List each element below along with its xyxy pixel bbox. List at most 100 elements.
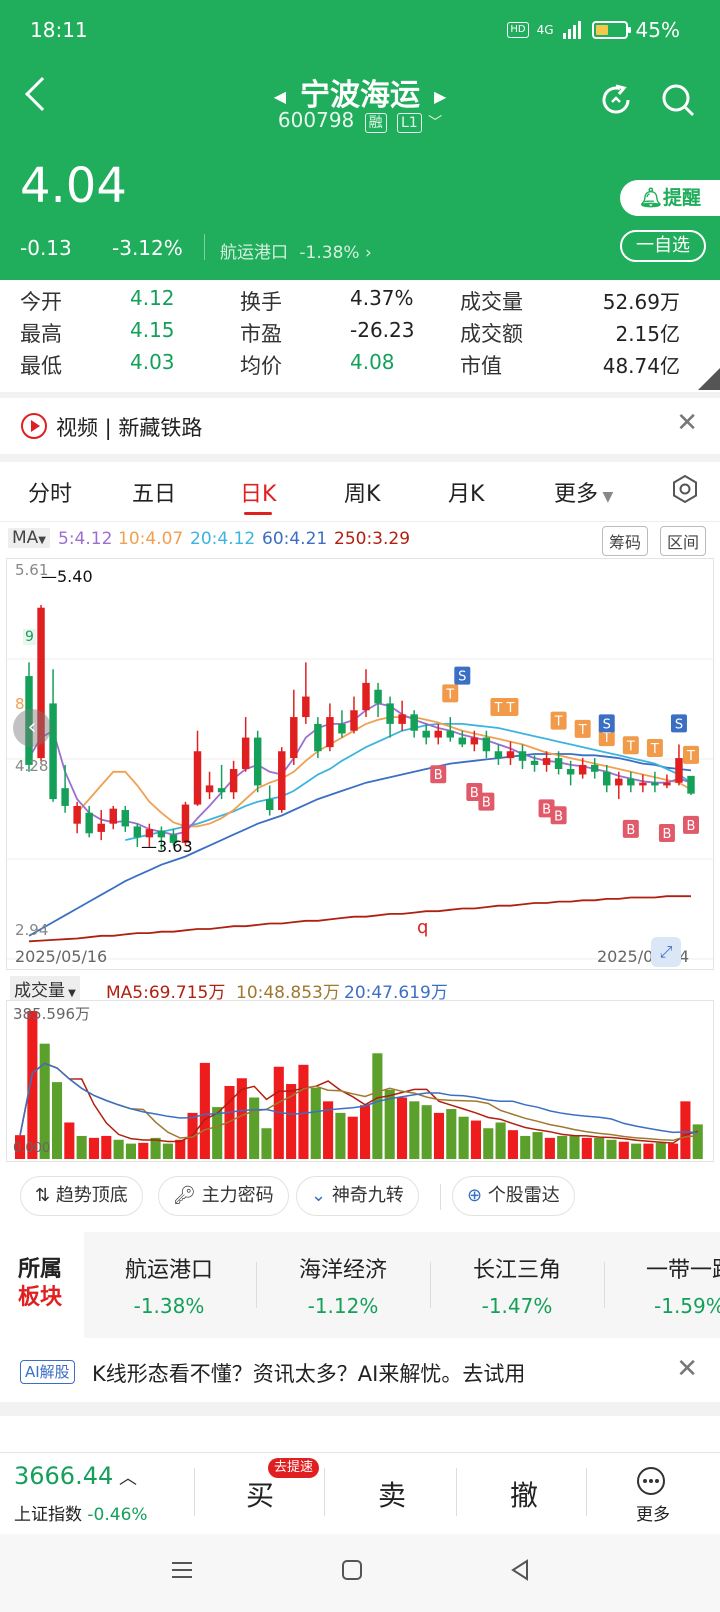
tool-radar-label: 个股雷达 bbox=[487, 1185, 560, 1206]
volume-bar bbox=[569, 1135, 580, 1159]
price-change-percent: -3.12% bbox=[112, 236, 183, 260]
scroll-left-icon[interactable]: ‹ bbox=[13, 709, 51, 747]
volume-bar bbox=[433, 1112, 445, 1159]
trade-bar bbox=[0, 1452, 720, 1532]
caret-down-icon: ▼ bbox=[598, 489, 614, 505]
ma-selector[interactable]: MA▼ bbox=[8, 528, 50, 548]
news-text: 视频 | 新藏铁路 bbox=[56, 416, 203, 440]
tab-weekly-k[interactable]: 周K bbox=[344, 482, 381, 507]
range-button[interactable]: 区间 bbox=[660, 526, 707, 556]
trend-icon: ⇅ bbox=[35, 1185, 56, 1206]
tool-nine[interactable]: ⌄ 神奇九转 bbox=[296, 1176, 419, 1216]
index-name-row: 上证指数 -0.46% bbox=[14, 1500, 148, 1525]
cancel-order-button[interactable]: 撤 bbox=[510, 1479, 539, 1512]
stat-value: 48.74亿 bbox=[602, 354, 680, 378]
volume-bar bbox=[643, 1143, 654, 1159]
sector-title: 所属 板块 bbox=[18, 1256, 62, 1312]
candle-body bbox=[302, 696, 310, 718]
tab-monthly-k[interactable]: 月K bbox=[448, 482, 485, 507]
status-bar-right: HD 4G 45% bbox=[507, 18, 680, 42]
high-marker-value: 5.40 bbox=[57, 567, 93, 586]
settings-icon[interactable] bbox=[670, 474, 700, 508]
ai-banner[interactable]: AI解股 K线形态看不懂？资讯太多？AI来解忧。去试用 ✕ bbox=[0, 1344, 720, 1400]
volume-bar bbox=[113, 1139, 124, 1159]
buy-button[interactable]: 买 bbox=[246, 1479, 275, 1512]
sector-list bbox=[84, 1232, 720, 1338]
tab-more-label: 更多 bbox=[554, 482, 599, 507]
signal-marker-label: T bbox=[578, 723, 587, 738]
candle-body bbox=[145, 829, 154, 838]
vol-ma20: 20:47.619万 bbox=[344, 983, 448, 1003]
tool-trend[interactable]: ⇅ 趋势顶底 bbox=[20, 1176, 143, 1216]
candle-body bbox=[482, 737, 491, 752]
menu-icon[interactable] bbox=[170, 1558, 194, 1582]
stat-label: 今开 bbox=[20, 290, 62, 314]
candle-body bbox=[374, 689, 382, 704]
volume-bar bbox=[323, 1101, 334, 1159]
signal-marker bbox=[454, 666, 471, 685]
candle-body bbox=[494, 751, 503, 759]
volume-selector[interactable]: 成交量 ▼ bbox=[10, 976, 80, 1001]
remind-button[interactable]: 🔔︎提醒 bbox=[620, 180, 720, 216]
divider bbox=[586, 1468, 587, 1516]
candle-body bbox=[627, 778, 635, 786]
stock-code-line[interactable]: 600798 融 L1 ﹀ bbox=[0, 108, 720, 133]
margin-tag: 融 bbox=[364, 113, 387, 133]
refresh-icon[interactable] bbox=[598, 82, 634, 122]
volume-chart[interactable]: 385.596万 0.000 bbox=[6, 1000, 714, 1162]
more-label[interactable]: 更多 bbox=[636, 1505, 670, 1525]
stat-label: 成交量 bbox=[460, 290, 523, 314]
expand-corner-icon[interactable] bbox=[698, 368, 720, 394]
stat-value: 4.12 bbox=[130, 286, 175, 310]
network-label: 4G bbox=[536, 23, 554, 37]
divider bbox=[256, 1262, 257, 1308]
signal-marker bbox=[622, 819, 639, 838]
signal-marker bbox=[598, 728, 615, 747]
more-dots-icon[interactable] bbox=[636, 1466, 666, 1500]
sector-link[interactable]: 航运港口 -1.38% › bbox=[220, 238, 372, 263]
back-icon[interactable] bbox=[508, 1558, 532, 1582]
index-value-row[interactable]: 3666.44 ︿ bbox=[14, 1462, 137, 1490]
sector-item[interactable]: 长江三角 -1.47% bbox=[432, 1252, 602, 1318]
close-icon[interactable]: ✕ bbox=[676, 408, 698, 438]
vol-ma10: 10:48.853万 bbox=[236, 983, 340, 1003]
tool-radar[interactable]: ⊕ 个股雷达 bbox=[452, 1176, 575, 1216]
signal-marker bbox=[658, 824, 675, 843]
prev-stock-icon[interactable]: ◀ bbox=[273, 87, 286, 106]
chips-button[interactable]: 筹码 bbox=[602, 526, 649, 556]
watchlist-button[interactable]: 一自选 bbox=[620, 230, 706, 262]
volume-bar bbox=[224, 1085, 235, 1159]
signal-icon bbox=[562, 21, 581, 39]
candle-body bbox=[97, 823, 105, 832]
tab-five-day[interactable]: 五日 bbox=[132, 482, 177, 507]
home-icon[interactable] bbox=[340, 1558, 364, 1582]
candle-body bbox=[314, 723, 322, 752]
sector-item-pct: -1.59% bbox=[654, 1294, 720, 1318]
volume-bar bbox=[27, 1011, 38, 1159]
volume-bar bbox=[483, 1128, 494, 1159]
stat-value: 4.37% bbox=[350, 286, 414, 310]
divider bbox=[604, 1262, 605, 1308]
candle-body bbox=[157, 830, 166, 838]
tool-key[interactable]: 🔑︎ 主力密码 bbox=[158, 1176, 289, 1216]
close-icon[interactable]: ✕ bbox=[676, 1354, 698, 1384]
volume-bar bbox=[495, 1122, 506, 1159]
tab-more[interactable]: 更多 ▼ bbox=[554, 476, 613, 508]
sell-button[interactable]: 卖 bbox=[378, 1479, 407, 1512]
next-stock-icon[interactable]: ▶ bbox=[434, 87, 447, 106]
tab-daily-k[interactable]: 日K bbox=[240, 476, 276, 515]
candle-body bbox=[338, 723, 346, 734]
volume-bar bbox=[618, 1141, 629, 1159]
news-bar[interactable]: 视频 | 新藏铁路 ✕ bbox=[0, 398, 720, 454]
candle-body bbox=[651, 782, 659, 786]
candle-body bbox=[290, 717, 298, 759]
fullscreen-icon[interactable]: ⤢ bbox=[651, 937, 681, 967]
separator bbox=[0, 454, 720, 462]
sector-item[interactable]: 海洋经济 -1.12% bbox=[258, 1252, 428, 1318]
sector-item[interactable]: 一带一路 -1.59% bbox=[606, 1252, 720, 1318]
sector-item[interactable]: 航运港口 -1.38% bbox=[84, 1252, 254, 1318]
search-icon[interactable] bbox=[660, 82, 696, 122]
stock-header: 18:11 HD 4G 45% ◀ 宁波海运 ▶ 600798 融 L1 ﹀ 4.0… bbox=[0, 0, 720, 280]
tab-intraday[interactable]: 分时 bbox=[28, 482, 73, 507]
